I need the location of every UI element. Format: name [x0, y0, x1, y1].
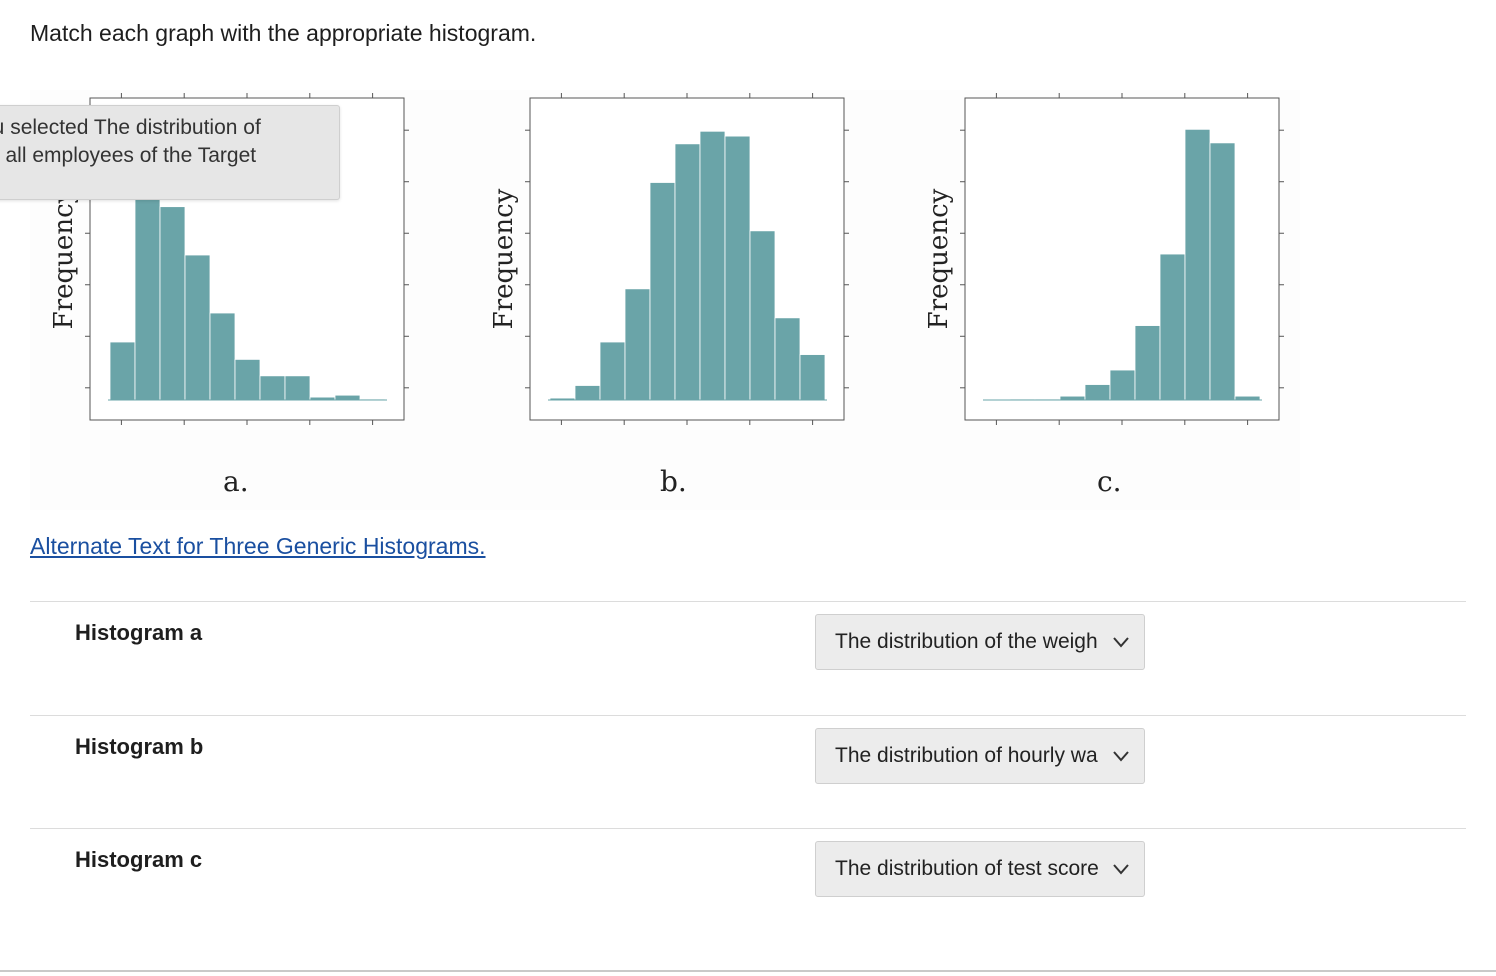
histogram-bar: [159, 206, 186, 401]
chevron-down-icon: [1113, 751, 1129, 762]
question-text: Match each graph with the appropriate hi…: [30, 20, 537, 46]
histogram-b: Frequency: [489, 93, 849, 425]
dropdown-selected-value: The distribution of hourly wa: [835, 744, 1098, 767]
match-row-a: Histogram a The distribution of the weig…: [30, 601, 1466, 714]
histogram-a-caption: a.: [223, 465, 249, 498]
tooltip-line: or all employees of the Target: [0, 144, 257, 167]
histogram-bar: [284, 375, 311, 401]
histogram-bar: [1084, 384, 1111, 401]
answer-dropdown-b[interactable]: The distribution of hourly wa: [815, 728, 1145, 784]
histogram-bar: [599, 341, 626, 401]
histogram-bar: [799, 354, 826, 401]
histogram-bar: [624, 288, 651, 401]
answer-dropdown-a[interactable]: The distribution of the weigh: [815, 614, 1145, 670]
histogram-c-caption: c.: [1097, 465, 1122, 498]
y-axis-label: Frequency: [49, 188, 79, 329]
match-label: Histogram b: [75, 734, 204, 759]
histogram-bar: [134, 186, 161, 401]
histogram-bar: [209, 312, 236, 401]
histogram-bar: [109, 341, 136, 401]
histogram-bar: [234, 358, 261, 401]
match-row-c: Histogram c The distribution of test sco…: [30, 828, 1466, 941]
histogram-bar: [674, 143, 701, 401]
histogram-bar: [774, 317, 801, 401]
histogram-bar: [259, 375, 286, 401]
selection-tooltip: ou selected The distribution of or all e…: [0, 105, 340, 200]
match-label: Histogram a: [75, 620, 203, 645]
match-row-b: Histogram b The distribution of hourly w…: [30, 715, 1466, 828]
bottom-divider: [0, 970, 1496, 972]
histogram-bar: [1059, 395, 1086, 401]
histogram-bar: [1184, 128, 1211, 401]
histogram-bar: [749, 230, 776, 401]
histogram-bar: [1234, 395, 1261, 401]
chevron-down-icon: [1113, 864, 1129, 875]
y-axis-label: Frequency: [489, 188, 519, 329]
histogram-bar: [1109, 369, 1136, 401]
alternate-text-link[interactable]: Alternate Text for Three Generic Histogr…: [30, 533, 486, 559]
tooltip-line: ou selected The distribution of: [0, 116, 261, 139]
histogram-bar: [649, 182, 676, 401]
histogram-b-caption: b.: [660, 465, 687, 498]
dropdown-selected-value: The distribution of test score: [835, 857, 1099, 880]
histogram-bar: [699, 130, 726, 401]
dropdown-selected-value: The distribution of the weigh: [835, 630, 1098, 653]
histogram-bar: [724, 135, 751, 401]
match-label: Histogram c: [75, 847, 203, 872]
histogram-bar: [1134, 325, 1161, 401]
histogram-bar: [574, 385, 601, 401]
y-axis-label: Frequency: [924, 188, 954, 329]
histogram-bar: [1209, 142, 1236, 401]
histogram-bar: [334, 394, 361, 401]
chevron-down-icon: [1113, 637, 1129, 648]
histogram-bar: [1159, 253, 1186, 401]
histogram-bar: [184, 254, 211, 401]
histograms-figure: Frequency Frequency Frequency a. b. c.: [30, 90, 1300, 510]
histogram-c: Frequency: [924, 93, 1284, 425]
answer-dropdown-c[interactable]: The distribution of test score: [815, 841, 1145, 897]
